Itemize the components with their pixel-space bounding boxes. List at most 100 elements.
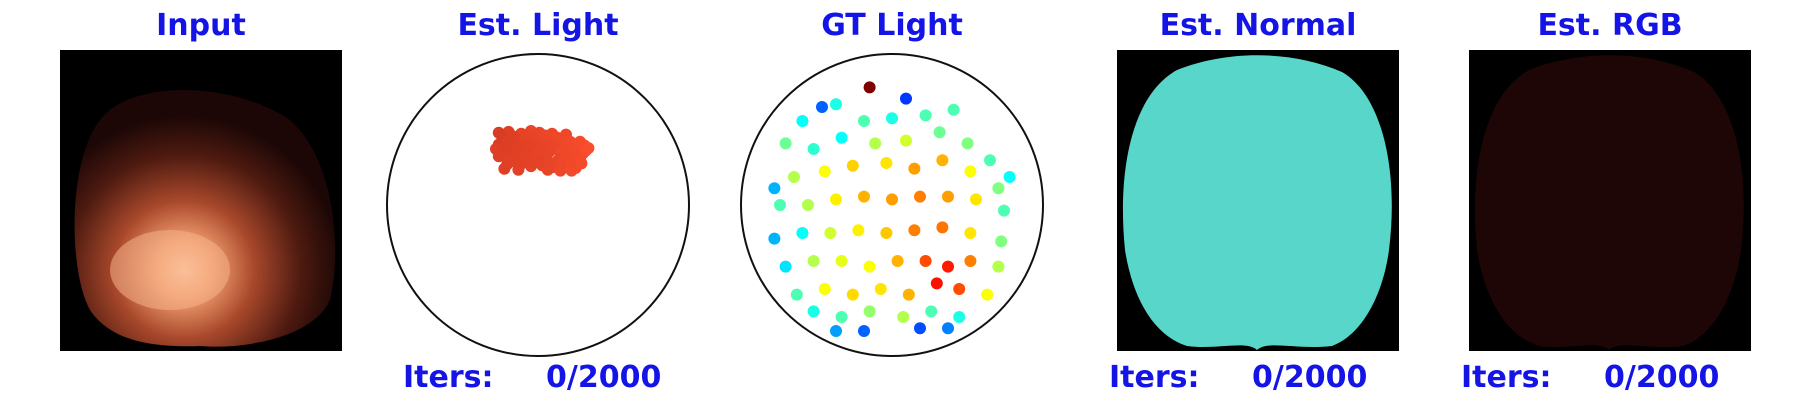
gt-light-point [998,205,1010,217]
gt-light-point [869,137,881,149]
gt-light-point [900,135,912,147]
est-light-point [501,137,513,149]
gt-light-point [864,81,876,93]
gt-light-point [858,325,870,337]
est-light-point [522,157,534,169]
gt-light-point [925,305,937,317]
est-light-point [554,165,566,177]
gt-light-point [774,199,786,211]
est-light-point [498,163,510,175]
gt-light-point [791,289,803,301]
gt-light-point [908,163,920,175]
iters-label: Iters: [1109,360,1200,395]
gt-light-point [802,199,814,211]
est-light-point [490,143,502,155]
gt-light-point [880,227,892,239]
panel-title-gt-light: GT Light [737,8,1047,43]
gt-light-point [920,109,932,121]
gt-light-point [768,233,780,245]
gt-light-point [995,235,1007,247]
iters-value: 0/2000 [1604,360,1719,395]
gt-light-point [836,132,848,144]
gt-light-point [796,227,808,239]
gt-light-point [819,283,831,295]
est-light-point [575,157,587,169]
est-light-point [557,145,569,157]
gt-light-point [900,93,912,105]
gt-light-point [981,289,993,301]
gt-light-point [964,165,976,177]
est-light-point [512,164,524,176]
gt-light-point [992,182,1004,194]
est-light-sphere-outline [387,54,689,356]
gt-light-point [903,289,915,301]
gt-light-point [953,311,965,323]
est-light-point [524,138,536,150]
gt-light-point [953,283,965,295]
est-light-point [535,144,547,156]
gt-light-point [819,165,831,177]
gt-light-point [816,101,828,113]
gt-light-point [1004,171,1016,183]
panel-title-est-light: Est. Light [383,8,693,43]
iters-value: 0/2000 [546,360,661,395]
gt-light-point [852,224,864,236]
gt-light-point [880,157,892,169]
gt-light-point [858,191,870,203]
est-light-point [574,136,586,148]
iters-est-light: Iters: 0/2000 [403,360,494,395]
gt-light-point [992,261,1004,273]
gt-light-point [920,255,932,267]
est-light-point [512,143,524,155]
iters-value: 0/2000 [1252,360,1367,395]
gt-light-point [830,98,842,110]
gt-light-point [768,182,780,194]
gt-light-point [836,255,848,267]
est-normal-image [1117,50,1399,351]
gt-light-point [970,193,982,205]
gt-light-point [780,137,792,149]
gt-light-point [788,171,800,183]
gt-light-point [847,289,859,301]
gt-light-point [864,305,876,317]
gt-light-plot [737,50,1047,360]
gt-light-point [964,227,976,239]
gt-light-point [892,255,904,267]
iters-est-rgb: Iters: 0/2000 [1461,360,1552,395]
input-image [60,50,342,351]
gt-light-point [964,255,976,267]
est-light-point [542,164,554,176]
gt-light-point [864,261,876,273]
est-light-plot [383,50,693,360]
panel-title-est-rgb: Est. RGB [1469,8,1751,43]
gt-light-point [914,322,926,334]
gt-light-point [942,261,954,273]
gt-light-point [934,126,946,138]
gt-light-point [942,191,954,203]
gt-light-point [808,255,820,267]
panel-title-input: Input [60,8,342,43]
gt-light-point [808,305,820,317]
gt-light-point [796,115,808,127]
gt-light-point [858,115,870,127]
gt-light-point [836,311,848,323]
gt-light-point [830,193,842,205]
gt-light-point [984,154,996,166]
gt-light-point [886,112,898,124]
gt-light-point [914,191,926,203]
iters-est-normal: Iters: 0/2000 [1109,360,1200,395]
est-light-point [566,165,578,177]
gt-light-point [780,261,792,273]
gt-light-point [897,311,909,323]
iters-label: Iters: [403,360,494,395]
est-light-point [546,139,558,151]
gt-light-point [931,277,943,289]
gt-light-point [847,160,859,172]
gt-light-point [948,104,960,116]
gt-light-point [962,137,974,149]
iters-label: Iters: [1461,360,1552,395]
est-rgb-image [1469,50,1751,351]
gt-light-point [936,221,948,233]
gt-light-point [942,322,954,334]
gt-light-point [875,283,887,295]
